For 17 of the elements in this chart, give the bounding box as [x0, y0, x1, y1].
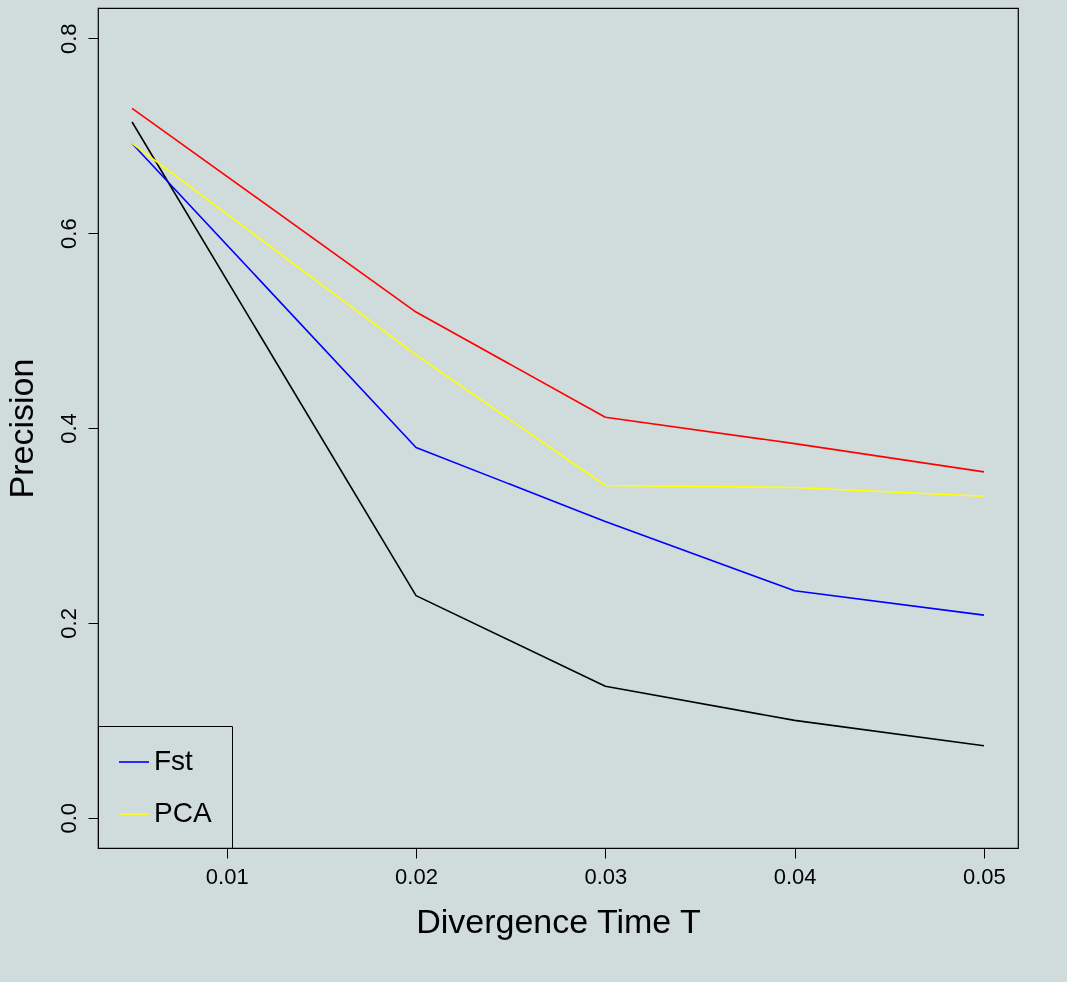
line-series: [131, 142, 985, 498]
x-tick-label: 0.02: [395, 863, 438, 889]
y-tick-label: 0.0: [55, 802, 81, 834]
legend-label: PCA: [154, 797, 212, 828]
x-tick-label: 0.04: [773, 863, 817, 889]
x-tick-label: 0.05: [963, 863, 1006, 889]
x-tick-label: 0.01: [205, 863, 249, 889]
line-series: [131, 107, 985, 473]
y-tick-label: 0.8: [55, 23, 81, 55]
y-tick-label: 0.2: [55, 608, 81, 639]
y-axis-title: Precision: [1, 358, 40, 499]
y-tick-label: 0.4: [55, 413, 81, 444]
x-axis-title: Divergence Time T: [416, 901, 701, 940]
y-tick-label: 0.6: [55, 218, 81, 249]
line-series: [131, 121, 985, 747]
x-tick-label: 0.03: [584, 863, 628, 889]
legend-label: Fst: [154, 745, 194, 776]
